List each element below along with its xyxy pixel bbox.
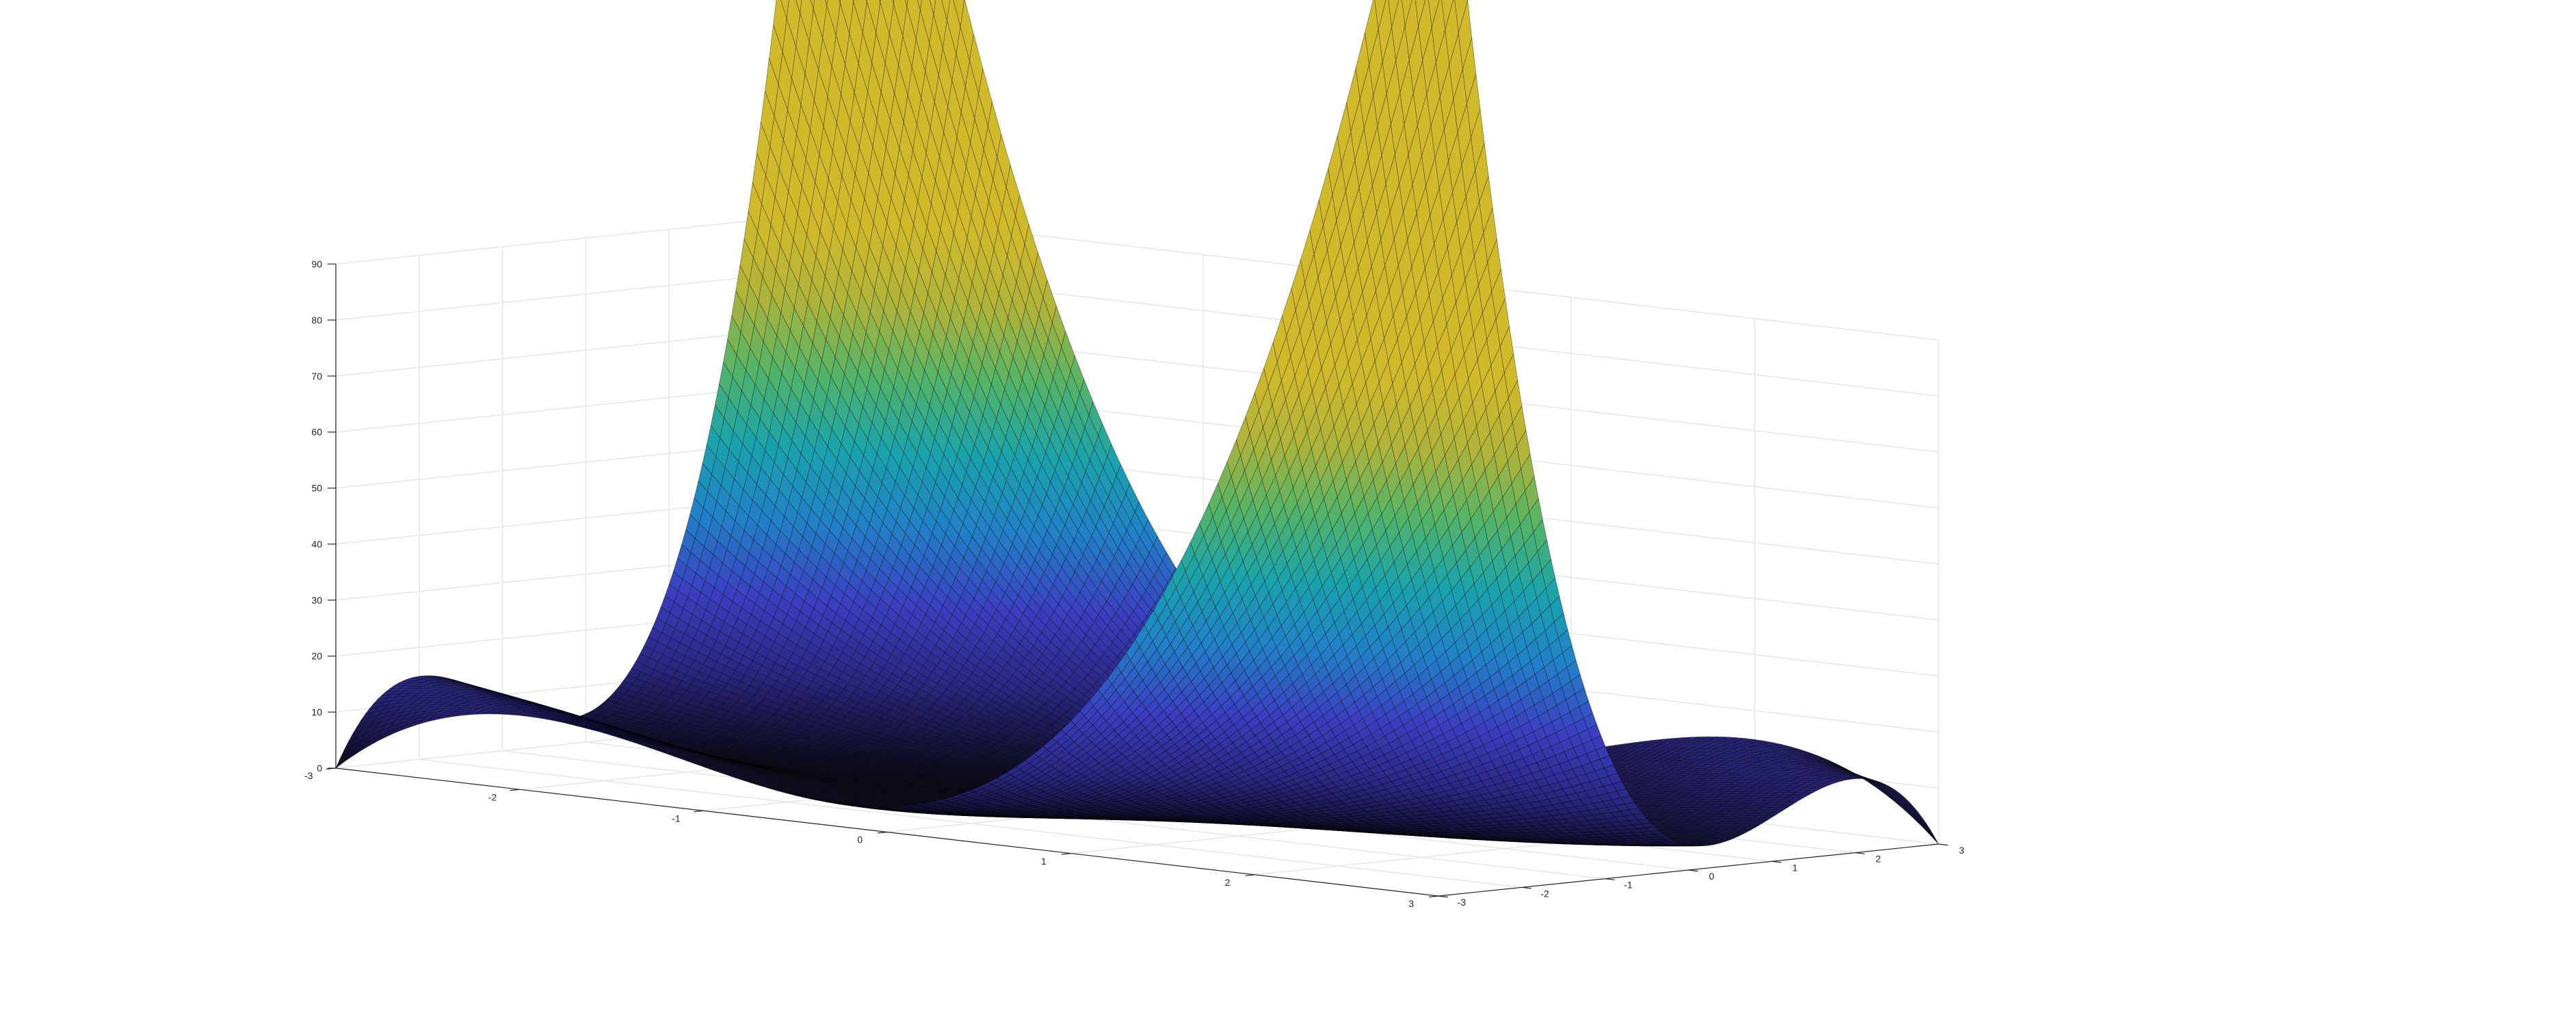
surface-patch <box>917 0 922 10</box>
surface-mesh <box>335 0 1939 847</box>
floor-grid-line <box>419 759 1522 889</box>
